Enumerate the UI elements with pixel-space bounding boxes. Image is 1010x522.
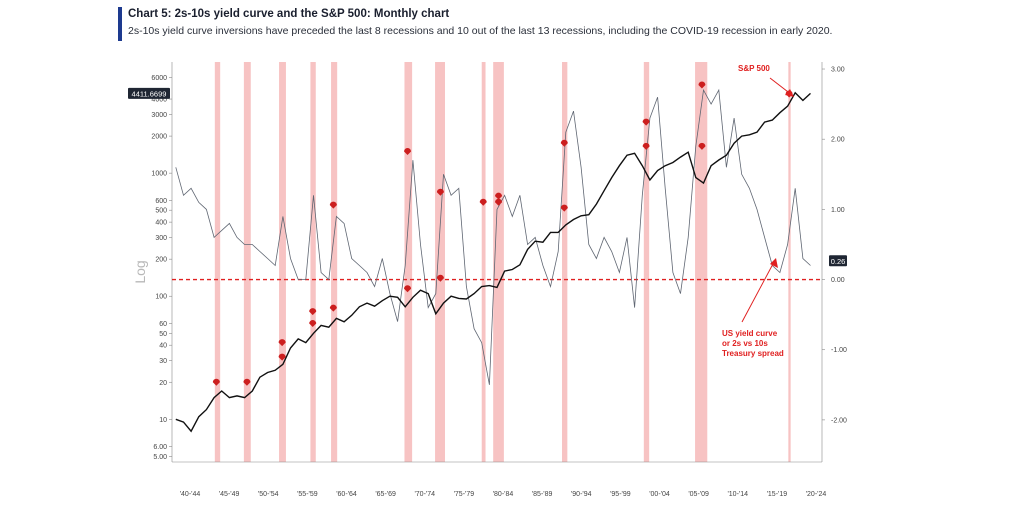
recession-band-11 [695, 62, 708, 462]
series-line-sp500 [175, 91, 811, 433]
left-tick-label-11: 60 [159, 321, 167, 328]
recession-marker-12 [479, 198, 487, 206]
left-tick-label-18: 5.00 [153, 454, 167, 461]
recession-marker-4 [309, 320, 317, 328]
left-tick-label-7: 400 [155, 220, 167, 227]
left-tick-label-1: 4000 [151, 97, 167, 104]
left-tick-label-0: 6000 [151, 75, 167, 82]
recession-marker-18 [642, 118, 650, 126]
x-tick-label-14: '10-'14 [727, 491, 748, 498]
x-tick-label-11: '95-'99 [610, 491, 631, 498]
recession-marker-0 [212, 378, 220, 386]
last-value-box-right [829, 255, 847, 267]
recession-band-7 [481, 62, 486, 462]
recession-marker-3 [278, 339, 286, 347]
recession-band-10 [643, 62, 650, 462]
series-line-spread [175, 88, 811, 385]
x-tick-label-6: '70-'74 [414, 491, 435, 498]
chart-subtitle: 2s-10s yield curve inversions have prece… [128, 25, 833, 37]
left-tick-label-3: 2000 [151, 134, 167, 141]
spread-annotation-line3: Treasury spread [722, 349, 784, 358]
spread-annotation-arrow [741, 261, 775, 323]
recession-marker-6 [329, 304, 337, 312]
right-tick-label-5: -2.00 [831, 417, 847, 424]
tick-labels: 6000 4000 3000 2000 1000 600 500 400 300 200 100 60… [151, 67, 847, 498]
left-tick-label-4: 1000 [151, 171, 167, 178]
x-tick-label-2: '50-'54 [258, 491, 279, 498]
last-value-box-left [128, 87, 170, 99]
recession-band-5 [404, 62, 413, 462]
recession-marker-11 [436, 188, 444, 196]
left-tick-label-10: 100 [155, 294, 167, 301]
recession-band-2 [279, 62, 286, 462]
last-value-left: 4411.6699 [132, 89, 167, 98]
left-tick-label-5: 600 [155, 198, 167, 205]
x-tick-label-4: '60-'64 [336, 491, 357, 498]
last-value-right: 0.26 [831, 257, 846, 266]
recession-band-3 [310, 62, 316, 462]
x-tick-label-7: '75-'79 [454, 491, 475, 498]
x-tick-label-5: '65-'69 [375, 491, 396, 498]
recession-bands [214, 62, 791, 462]
recession-marker-7 [329, 201, 337, 209]
x-tick-label-8: '80-'84 [493, 491, 514, 498]
right-tick-label-0: 3.00 [831, 67, 845, 74]
left-tick-label-6: 500 [155, 208, 167, 215]
right-tick-label-1: 2.00 [831, 137, 845, 144]
x-tick-label-1: '45-'49 [219, 491, 240, 498]
left-tick-label-8: 300 [155, 235, 167, 242]
left-tick-label-12: 50 [159, 331, 167, 338]
left-tick-label-17: 6.00 [153, 444, 167, 451]
spread-annotation-line2: or 2s vs 10s [722, 339, 768, 348]
chart-axes [169, 62, 825, 463]
recession-marker-14 [495, 192, 503, 200]
recession-marker-16 [560, 139, 568, 147]
recession-band-4 [331, 62, 338, 462]
right-tick-label-3: 0.00 [831, 277, 845, 284]
x-tick-label-0: '40-'44 [180, 491, 201, 498]
recession-marker-8 [404, 285, 412, 293]
accent-bar [118, 7, 122, 41]
left-tick-label-15: 20 [159, 380, 167, 387]
left-tick-label-9: 200 [155, 257, 167, 264]
chart-title: Chart 5: 2s-10s yield curve and the S&P … [128, 8, 450, 20]
right-tick-label-2: 1.00 [831, 207, 845, 214]
spread-arrowhead [770, 258, 778, 268]
recession-marker-19 [698, 142, 706, 150]
sp500-annotation: S&P 500 [738, 64, 770, 73]
recession-marker-2 [278, 353, 286, 361]
recession-band-6 [435, 62, 445, 462]
recession-band-0 [214, 62, 221, 462]
left-tick-label-16: 10 [159, 417, 167, 424]
left-tick-label-14: 30 [159, 358, 167, 365]
recession-marker-9 [404, 147, 412, 155]
spread-annotation-line1: US yield curve [722, 329, 778, 338]
x-tick-label-12: '00-'04 [649, 491, 670, 498]
x-tick-label-15: '15-'19 [767, 491, 788, 498]
recession-marker-1 [243, 378, 251, 386]
sp500-arrowhead [785, 89, 794, 97]
left-tick-label-2: 3000 [151, 112, 167, 119]
y-axis-label-left: Log [132, 260, 148, 283]
recession-band-9 [562, 62, 568, 462]
x-tick-label-13: '05-'09 [688, 491, 709, 498]
recession-marker-5 [309, 308, 317, 316]
recession-band-12 [788, 62, 791, 462]
recession-band-8 [493, 62, 504, 462]
x-tick-label-16: '20-'24 [806, 491, 827, 498]
recession-marker-15 [560, 204, 568, 212]
recession-band-1 [243, 62, 251, 462]
x-tick-label-3: '55-'59 [297, 491, 318, 498]
recession-marker-10 [436, 274, 444, 282]
x-tick-label-9: '85-'89 [532, 491, 553, 498]
right-tick-label-4: -1.00 [831, 347, 847, 354]
recession-marker-20 [698, 81, 706, 89]
recession-marker-17 [642, 142, 650, 150]
left-tick-label-13: 40 [159, 343, 167, 350]
x-tick-label-10: '90-'94 [571, 491, 592, 498]
recession-marker-13 [495, 198, 503, 206]
